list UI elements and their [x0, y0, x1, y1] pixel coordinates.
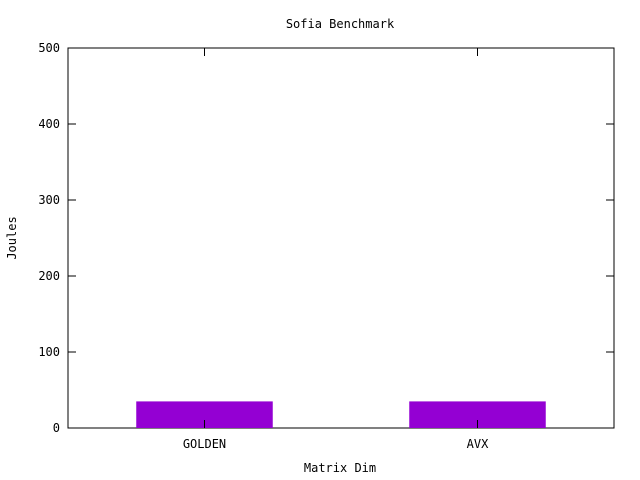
x-tick-label: AVX	[467, 437, 489, 451]
y-axis: 0 100 200 300 400 500	[38, 41, 614, 435]
y-tick-label: 500	[38, 41, 60, 55]
x-axis: GOLDEN AVX	[183, 48, 489, 451]
x-tick-label: GOLDEN	[183, 437, 226, 451]
plot-border	[67, 47, 615, 429]
chart-title: Sofia Benchmark	[286, 17, 395, 31]
y-axis-label: Joules	[5, 216, 19, 259]
y-tick-label: 0	[53, 421, 60, 435]
y-tick-label: 100	[38, 345, 60, 359]
y-tick-label: 200	[38, 269, 60, 283]
x-axis-label: Matrix Dim	[304, 461, 376, 475]
plot-frame	[67, 47, 615, 429]
bar-series	[136, 401, 546, 428]
y-tick-label: 300	[38, 193, 60, 207]
y-tick-label: 400	[38, 117, 60, 131]
